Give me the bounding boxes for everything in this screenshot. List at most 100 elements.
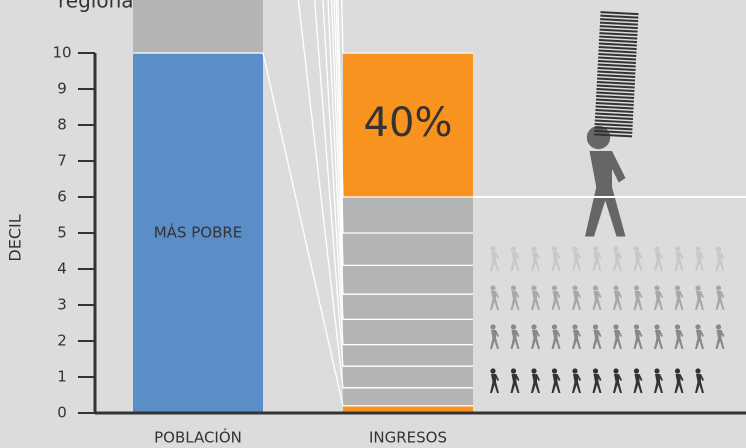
y-tick-label: 1 (57, 368, 67, 386)
stack-line (599, 25, 638, 30)
stack-line (595, 112, 634, 117)
stack-line (599, 35, 638, 40)
person-body (592, 330, 602, 349)
y-tick-label: 10 (52, 44, 71, 62)
person-head (490, 285, 496, 291)
person-body (551, 374, 561, 393)
person-head (490, 246, 496, 252)
stack-line (598, 49, 637, 54)
bar-segment (343, 344, 473, 367)
person-head (531, 285, 537, 291)
stack-line (598, 56, 637, 61)
stack-line (598, 46, 637, 51)
person-head (592, 324, 599, 330)
bar-segment (343, 197, 473, 233)
person-head (633, 324, 640, 330)
y-tick-label: 2 (57, 332, 67, 350)
person-head (510, 324, 517, 330)
person-head (551, 324, 558, 330)
connector (327, 0, 473, 321)
person-body (613, 374, 622, 393)
person-head (490, 324, 496, 330)
person-body (674, 291, 684, 310)
person-body (613, 291, 622, 310)
connector (313, 0, 473, 367)
person-head (715, 285, 722, 291)
person-body (654, 330, 663, 349)
stack-line (594, 122, 633, 127)
stack-line (595, 98, 634, 103)
person-body (531, 330, 540, 349)
person-body (695, 252, 704, 271)
person-body (633, 252, 643, 271)
stack-line (597, 70, 636, 75)
connector (335, 0, 473, 234)
person-body (654, 374, 663, 393)
y-tick-label: 6 (57, 188, 67, 206)
y-tick-label: 9 (57, 80, 67, 98)
bar-segment (133, 0, 263, 53)
person-head (592, 246, 599, 252)
person-head (695, 285, 701, 291)
person-body (572, 374, 581, 393)
person-head (572, 368, 578, 374)
person-head (510, 246, 517, 252)
person-body (674, 330, 684, 349)
person-body (674, 374, 684, 393)
x-tick-label: INGRESOS (369, 429, 447, 447)
stack-line (598, 53, 637, 58)
person-head (674, 285, 681, 291)
person-body (592, 291, 602, 310)
stack-line (600, 11, 639, 16)
person-body (613, 330, 622, 349)
people-icons (490, 11, 725, 393)
bar-segment (133, 53, 263, 413)
y-tick-label: 7 (57, 152, 67, 170)
bar-segment (343, 387, 473, 406)
stack-line (598, 42, 637, 47)
person-head (654, 246, 660, 252)
person-body (695, 291, 704, 310)
stack-line (600, 18, 639, 23)
person-head (695, 368, 701, 374)
bar-segment (343, 294, 473, 320)
chart-title: regional (58, 0, 139, 13)
person-body (572, 291, 581, 310)
person-head (592, 285, 599, 291)
person-head (572, 285, 578, 291)
person-body (715, 330, 725, 349)
person-body (613, 252, 622, 271)
decile-label: MÁS POBRE (154, 223, 243, 242)
stack-line (596, 77, 636, 82)
person-body (572, 330, 581, 349)
person-body (551, 291, 561, 310)
connector (297, 0, 473, 389)
person-head (715, 324, 722, 330)
person-head (531, 368, 537, 374)
person-head (715, 246, 722, 252)
stack-line (599, 21, 638, 26)
person-body (585, 151, 626, 237)
person-body (510, 291, 520, 310)
person-body (531, 374, 540, 393)
stack-line (596, 94, 635, 99)
person-body (715, 291, 725, 310)
y-tick-label: 4 (57, 260, 67, 278)
person-head (490, 368, 496, 374)
person-body (674, 252, 684, 271)
person-body (490, 330, 499, 349)
person-head (551, 246, 558, 252)
person-head (510, 368, 517, 374)
person-body (531, 252, 540, 271)
person-head (674, 246, 681, 252)
person-head (586, 125, 611, 150)
person-head (551, 285, 558, 291)
person-body (633, 374, 643, 393)
stack-line (594, 115, 634, 120)
stack-line (600, 14, 639, 19)
person-body (654, 291, 663, 310)
person-head (613, 368, 619, 374)
person-body (531, 291, 540, 310)
connector (337, 0, 473, 198)
person-body (572, 252, 581, 271)
